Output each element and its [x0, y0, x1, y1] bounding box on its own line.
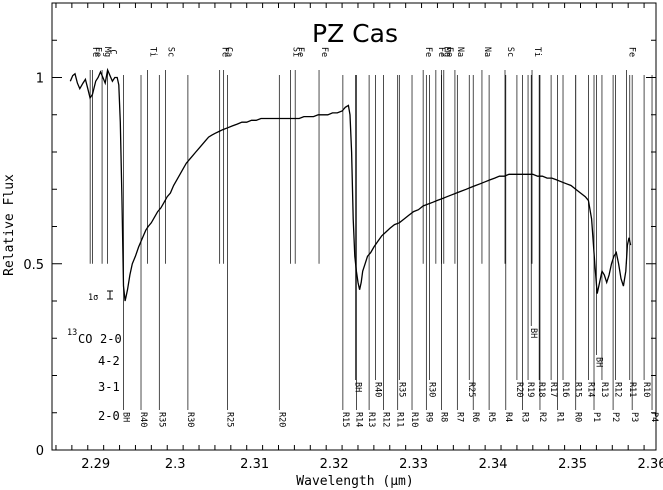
co31-line-label: R13 — [599, 382, 609, 397]
x-tick-label: 2.29 — [81, 457, 110, 472]
co31-line-label: R25 — [466, 382, 476, 397]
co20-line-label: R1 — [554, 412, 564, 422]
x-tick-label: 2.35 — [558, 457, 587, 472]
atomic-line-label: Mg — [102, 47, 112, 57]
atomic-line-label: C — [108, 49, 118, 54]
chart-title: PZ Cas — [312, 19, 398, 48]
co20-line-label: P4 — [649, 412, 659, 422]
co31-line-label: R10 — [641, 382, 651, 397]
co20-line-label: R5 — [486, 412, 496, 422]
y-tick-label: 1 — [36, 72, 44, 87]
co20-line-label: R35 — [156, 412, 166, 427]
co20-line-label: BH — [121, 412, 131, 422]
co31-line-label: R19 — [525, 382, 535, 397]
atomic-line-label: Ti — [147, 47, 157, 57]
atomic-line-label: Fe — [627, 47, 637, 57]
co31-line-label: R16 — [560, 382, 570, 397]
line-markers-layer — [89, 70, 653, 410]
atomic-line-label: Na — [482, 47, 492, 57]
co20-line-label: R40 — [138, 412, 148, 427]
co20-line-label: R14 — [353, 412, 363, 427]
atomic-line-label: Fe — [90, 47, 100, 57]
co31-line-label: R11 — [627, 382, 637, 397]
co20-line-label: R0 — [573, 412, 583, 422]
co31-line-label: R18 — [536, 382, 546, 397]
ticks-layer: 2.29 2.3 2.31 2.32 2.33 2.34 2.35 2.36 0 0.5 1 — [23, 2, 663, 472]
co31-line-label: BH — [353, 382, 363, 392]
atomic-line-label: Si — [290, 47, 300, 57]
co31-line-label: R12 — [612, 382, 622, 397]
co20-line-label: R3 — [519, 412, 529, 422]
co20-line-label: P3 — [629, 412, 639, 422]
co20-line-label: R2 — [537, 412, 547, 422]
band-label: 4-2 — [98, 354, 120, 368]
co20-line-label: P2 — [610, 412, 620, 422]
co20-line-label: R11 — [395, 412, 405, 427]
co31-line-label: R17 — [548, 382, 558, 397]
co31-line-label: R35 — [396, 382, 406, 397]
co20-line-label: R13 — [366, 412, 376, 427]
co20-line-label: R4 — [503, 412, 513, 422]
co13-line-label: BH — [528, 328, 538, 338]
co20-line-label: R7 — [454, 412, 464, 422]
atomic-line-label: Fe — [93, 47, 103, 57]
co20-line-label: R8 — [438, 412, 448, 422]
spectrum-line — [69, 67, 632, 302]
atomic-line-label: Na — [455, 47, 465, 57]
co20-line-label: R30 — [185, 412, 195, 427]
co20-line-label: R15 — [340, 412, 350, 427]
co20-line-label: R9 — [423, 412, 433, 422]
co20-line-label: R25 — [225, 412, 235, 427]
band-label: 2-0 — [100, 332, 122, 346]
x-tick-label: 2.36 — [638, 457, 663, 472]
atomic-line-label: Ca — [224, 47, 234, 57]
co31-line-label: R20 — [514, 382, 524, 397]
co20-line-label: R6 — [470, 412, 480, 422]
y-axis-label: Relative Flux — [2, 174, 17, 276]
x-tick-label: 2.32 — [320, 457, 349, 472]
co31-line-label: R30 — [427, 382, 437, 397]
x-tick-label: 2.33 — [399, 457, 428, 472]
co20-line-label: R20 — [276, 412, 286, 427]
x-tick-label: 2.31 — [240, 457, 269, 472]
x-tick-label: 2.34 — [479, 457, 508, 472]
atomic-line-label: Sc — [505, 47, 515, 57]
atomic-line-label: Fe — [220, 47, 230, 57]
x-tick-label: 2.3 — [165, 457, 186, 472]
isotope-label: 13 — [67, 328, 77, 338]
spectrum-layer — [69, 67, 632, 302]
band-label: 2-0 — [98, 409, 120, 423]
co31-line-label: R15 — [573, 382, 583, 397]
atomic-line-label: Fe — [295, 47, 305, 57]
co20-line-label: P1 — [591, 412, 601, 422]
atomic-line-label: Ti — [532, 47, 542, 57]
co42-line-label: BH — [593, 357, 603, 367]
y-tick-label: 0 — [36, 444, 44, 459]
y-tick-label: 0.5 — [23, 258, 44, 273]
molecule-label: CO — [78, 332, 92, 346]
x-axis-label: Wavelength (μm) — [296, 474, 413, 489]
co31-line-label: R14 — [585, 382, 595, 397]
sigma-label: 1σ — [88, 293, 98, 303]
atomic-line-label: Sc — [166, 47, 176, 57]
atomic-line-label: Fe — [436, 47, 446, 57]
band-label: 3-1 — [98, 380, 120, 394]
co31-line-label: R40 — [372, 382, 382, 397]
atomic-line-label: Fe — [319, 47, 329, 57]
atomic-line-label: Mg — [441, 47, 451, 57]
atomic-line-label: Fe — [423, 47, 433, 57]
co20-line-label: R12 — [380, 412, 390, 427]
co20-line-label: R10 — [409, 412, 419, 427]
atomic-line-label: Fe — [444, 47, 454, 57]
